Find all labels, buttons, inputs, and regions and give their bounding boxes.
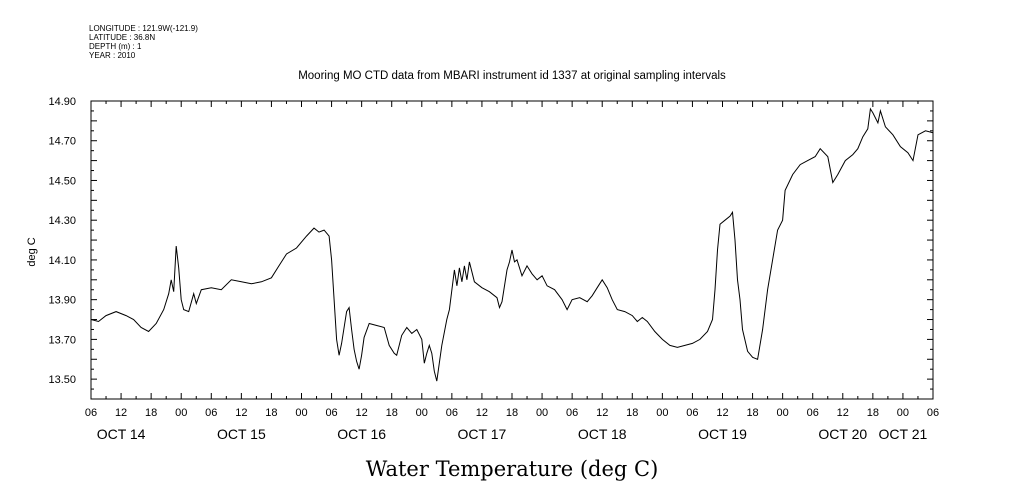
x-tick-label: 06 bbox=[807, 407, 819, 419]
x-tick-label: 06 bbox=[446, 407, 458, 419]
x-axis: 06 12 18 00 06 12 18 00 06 12 18 00 06 12 18 00 06 12 18 00… bbox=[85, 101, 939, 419]
y-tick-label: 13.50 bbox=[48, 374, 76, 386]
x-day-label: OCT 15 bbox=[217, 426, 266, 442]
y-tick-label: 14.90 bbox=[48, 96, 76, 108]
chart-title: Mooring MO CTD data from MBARI instrumen… bbox=[298, 70, 726, 82]
x-day-labels: OCT 14 OCT 15 OCT 16 OCT 17 OCT 18 OCT 19 OCT … bbox=[97, 426, 928, 442]
x-tick-label: 00 bbox=[656, 407, 668, 419]
temperature-series-line bbox=[90, 107, 934, 382]
x-day-label: OCT 19 bbox=[698, 426, 747, 442]
x-tick-label: 00 bbox=[295, 407, 307, 419]
x-tick-label: 12 bbox=[596, 407, 608, 419]
x-day-label: OCT 16 bbox=[337, 426, 386, 442]
y-tick-label: 13.90 bbox=[48, 295, 76, 307]
x-tick-label: 18 bbox=[265, 407, 277, 419]
x-tick-label: 06 bbox=[927, 407, 939, 419]
x-tick-label: 18 bbox=[746, 407, 758, 419]
x-tick-label: 18 bbox=[867, 407, 879, 419]
x-tick-label: 18 bbox=[386, 407, 398, 419]
x-tick-label: 06 bbox=[325, 407, 337, 419]
latitude-label: LATITUDE : 36.8N bbox=[89, 33, 155, 42]
x-day-label: OCT 17 bbox=[458, 426, 507, 442]
y-tick-label: 14.70 bbox=[48, 136, 76, 148]
x-tick-label: 00 bbox=[536, 407, 548, 419]
x-tick-label: 06 bbox=[686, 407, 698, 419]
x-day-label: OCT 14 bbox=[97, 426, 146, 442]
year-label: YEAR : 2010 bbox=[89, 51, 136, 60]
y-axis: 14.90 14.70 14.50 14.30 14.10 13.90 13.70 13.50 bbox=[48, 96, 933, 400]
y-axis-label: deg C bbox=[26, 237, 38, 266]
x-tick-label: 06 bbox=[85, 407, 97, 419]
x-tick-label: 12 bbox=[356, 407, 368, 419]
x-tick-label: 18 bbox=[506, 407, 518, 419]
x-tick-label: 18 bbox=[145, 407, 157, 419]
bottom-title: Water Temperature (deg C) bbox=[366, 457, 659, 481]
x-tick-label: 06 bbox=[205, 407, 217, 419]
y-tick-label: 14.50 bbox=[48, 175, 76, 187]
x-tick-label: 12 bbox=[837, 407, 849, 419]
x-tick-label: 12 bbox=[476, 407, 488, 419]
x-tick-label: 00 bbox=[175, 407, 187, 419]
longitude-label: LONGITUDE : 121.9W(-121.9) bbox=[89, 24, 198, 33]
header-metadata: LONGITUDE : 121.9W(-121.9) LATITUDE : 36… bbox=[89, 24, 198, 60]
x-tick-label: 12 bbox=[115, 407, 127, 419]
y-tick-label: 13.70 bbox=[48, 334, 76, 346]
x-day-label: OCT 20 bbox=[818, 426, 867, 442]
x-tick-label: 12 bbox=[716, 407, 728, 419]
y-tick-label: 14.30 bbox=[48, 215, 76, 227]
x-tick-label: 00 bbox=[777, 407, 789, 419]
x-day-label: OCT 18 bbox=[578, 426, 627, 442]
x-tick-label: 06 bbox=[566, 407, 578, 419]
x-tick-label: 18 bbox=[626, 407, 638, 419]
y-tick-label: 14.10 bbox=[48, 255, 76, 267]
x-tick-label: 00 bbox=[416, 407, 428, 419]
x-day-label: OCT 21 bbox=[879, 426, 928, 442]
x-tick-label: 12 bbox=[235, 407, 247, 419]
x-tick-label: 00 bbox=[897, 407, 909, 419]
depth-label: DEPTH (m) : 1 bbox=[89, 42, 142, 51]
